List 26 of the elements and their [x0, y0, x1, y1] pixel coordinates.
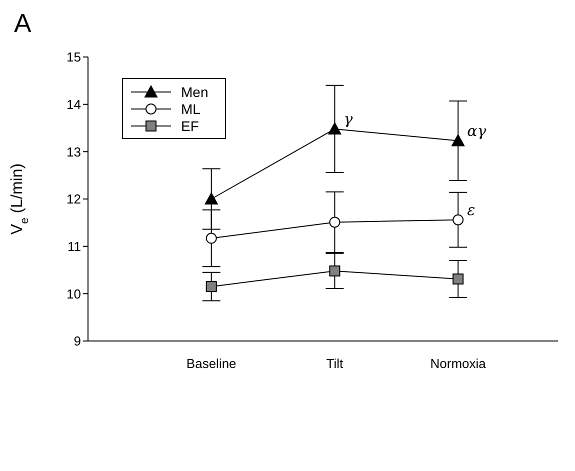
y-tick-label: 14 — [66, 96, 81, 112]
y-tick-label: 13 — [66, 144, 81, 160]
point — [452, 134, 465, 146]
y-tick-label: 12 — [66, 192, 81, 207]
y-tick-label: 9 — [74, 334, 81, 349]
y-tick-label: 15 — [66, 50, 81, 65]
chart-title: A — [14, 8, 32, 39]
point — [328, 122, 342, 134]
annotation: αγ — [467, 122, 486, 140]
x-tick-label: Tilt — [326, 356, 344, 372]
y-tick-label: 11 — [68, 238, 81, 254]
point — [329, 265, 340, 276]
annotation: ε — [467, 200, 476, 219]
point — [206, 281, 217, 292]
legend-label: EF — [181, 118, 199, 134]
y-tick-label: 10 — [66, 286, 81, 302]
annotation: γ — [344, 110, 353, 128]
x-tick-label: Normoxia — [430, 356, 487, 372]
x-tick-label: Baseline — [186, 356, 236, 372]
point — [329, 216, 340, 228]
legend-label: ML — [181, 100, 200, 116]
point — [452, 214, 464, 226]
point — [452, 273, 464, 284]
legend-label: Men — [181, 84, 208, 100]
point — [204, 192, 218, 204]
point — [206, 232, 217, 244]
